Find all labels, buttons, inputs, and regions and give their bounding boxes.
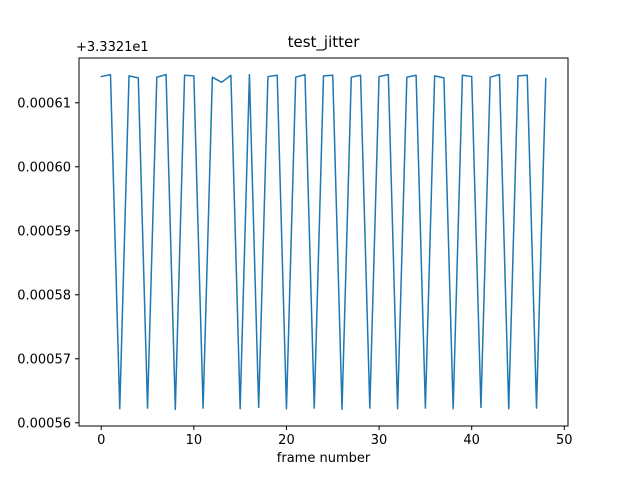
x-axis-label: frame number [276, 451, 371, 466]
x-tick-label: 40 [463, 433, 480, 448]
y-tick-label: 0.00058 [17, 288, 71, 303]
y-axis-offset-text: +3.3321e1 [76, 40, 149, 55]
x-tick-label: 50 [556, 433, 573, 448]
x-tick-label: 0 [97, 433, 105, 448]
x-tick-label: 10 [186, 433, 203, 448]
y-tick-label: 0.00059 [17, 224, 71, 239]
y-tick-label: 0.00060 [17, 160, 71, 175]
chart-title: test_jitter [287, 33, 360, 51]
x-tick-label: 30 [371, 433, 388, 448]
y-tick-label: 0.00057 [17, 352, 71, 367]
x-tick-label: 20 [278, 433, 295, 448]
y-tick-label: 0.00056 [17, 416, 71, 431]
axes-spines [78, 57, 569, 427]
y-tick-label: 0.00061 [17, 96, 71, 111]
jitter-line-series [100, 73, 547, 411]
